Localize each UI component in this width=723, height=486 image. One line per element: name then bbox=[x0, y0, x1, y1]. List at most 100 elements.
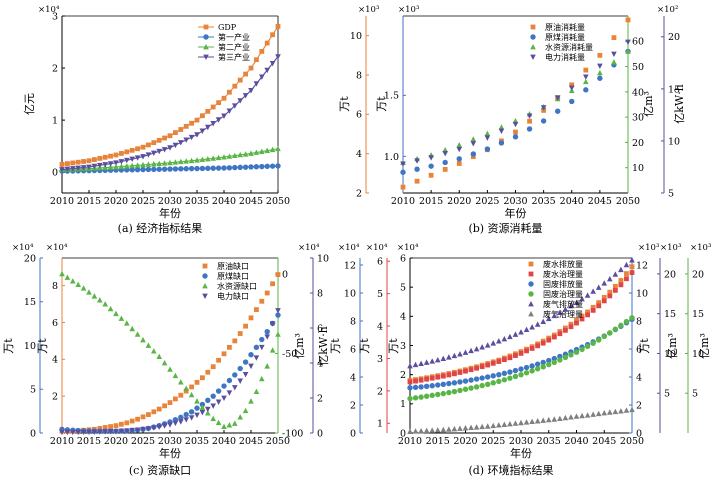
y-tick-label: 10 bbox=[317, 253, 329, 264]
data-point bbox=[551, 416, 558, 422]
data-point bbox=[194, 379, 200, 385]
x-axis-title: 年份 bbox=[159, 446, 181, 460]
data-point bbox=[199, 404, 206, 410]
data-point bbox=[540, 118, 547, 124]
data-point bbox=[97, 297, 103, 303]
data-point bbox=[440, 355, 447, 362]
data-point bbox=[232, 152, 238, 159]
series-电力缺口 bbox=[59, 308, 281, 436]
data-point bbox=[418, 384, 424, 390]
data-point bbox=[64, 429, 71, 436]
y-tick-label: 10 bbox=[24, 341, 36, 352]
legend-label: 废气排放量 bbox=[543, 299, 583, 309]
y-axis-title: 亿kW·h bbox=[673, 84, 686, 124]
data-point bbox=[134, 427, 141, 433]
data-point bbox=[629, 270, 635, 275]
data-point bbox=[590, 411, 596, 417]
x-tick-label: 2035 bbox=[185, 436, 209, 447]
data-point bbox=[242, 93, 249, 99]
x-tick-label: 2030 bbox=[503, 196, 527, 207]
data-point bbox=[91, 293, 98, 299]
y-tick-label: 4 bbox=[377, 321, 383, 332]
x-axis-title: 年份 bbox=[510, 446, 532, 460]
data-point bbox=[232, 83, 238, 89]
data-point bbox=[568, 302, 574, 309]
y-tick-label: 0 bbox=[350, 428, 356, 439]
data-point bbox=[210, 104, 216, 110]
x-tick-label: 2010 bbox=[50, 196, 74, 207]
data-point bbox=[540, 105, 547, 111]
data-point bbox=[451, 388, 458, 395]
data-point bbox=[452, 371, 457, 377]
data-point bbox=[183, 388, 189, 394]
legend-marker bbox=[530, 54, 536, 60]
data-point bbox=[107, 305, 114, 312]
data-point bbox=[597, 69, 603, 76]
data-point bbox=[172, 420, 179, 427]
data-point bbox=[173, 130, 178, 136]
data-point bbox=[275, 272, 281, 277]
data-point bbox=[264, 40, 270, 46]
y-tick-label: 2 bbox=[400, 370, 406, 381]
data-point bbox=[91, 163, 98, 170]
legend-marker bbox=[203, 54, 209, 60]
data-point bbox=[473, 346, 480, 352]
data-point bbox=[205, 410, 211, 416]
panel-caption: (b) 资源消耗量 bbox=[468, 221, 542, 235]
data-point bbox=[183, 123, 189, 129]
data-point bbox=[113, 163, 119, 170]
y-axis-title: 万t bbox=[338, 96, 351, 112]
data-point bbox=[237, 77, 243, 83]
data-point bbox=[479, 344, 485, 350]
data-point bbox=[259, 336, 265, 343]
data-point bbox=[118, 163, 125, 169]
data-point bbox=[210, 415, 216, 422]
data-point bbox=[70, 166, 76, 172]
series-废水排放量 bbox=[407, 264, 635, 383]
data-point bbox=[199, 156, 206, 162]
data-point bbox=[579, 316, 585, 322]
x-tick-label: 2025 bbox=[475, 196, 499, 207]
data-point bbox=[607, 330, 613, 336]
data-point bbox=[601, 410, 608, 416]
legend-marker bbox=[203, 24, 209, 30]
data-point bbox=[140, 414, 146, 420]
data-point bbox=[584, 292, 591, 298]
data-point bbox=[221, 395, 227, 401]
y-tick-label: 20 bbox=[632, 138, 644, 149]
data-point bbox=[113, 310, 119, 317]
data-point bbox=[269, 146, 276, 153]
data-point bbox=[129, 325, 135, 332]
data-point bbox=[129, 162, 135, 169]
data-point bbox=[423, 359, 430, 365]
data-point bbox=[468, 377, 474, 383]
data-point bbox=[243, 323, 248, 329]
data-point bbox=[188, 391, 195, 398]
y-axis-multiplier: ×10³ bbox=[398, 5, 419, 15]
series-第二产业 bbox=[59, 145, 281, 172]
data-point bbox=[254, 57, 259, 63]
data-point bbox=[167, 133, 173, 139]
data-point bbox=[205, 369, 211, 375]
data-point bbox=[161, 423, 168, 429]
data-point bbox=[140, 144, 146, 150]
data-point bbox=[81, 159, 86, 164]
data-point bbox=[484, 135, 491, 141]
data-point bbox=[210, 364, 216, 370]
data-point bbox=[161, 166, 168, 172]
panel-caption: (a) 经济指标结果 bbox=[118, 221, 203, 235]
data-point bbox=[618, 282, 624, 288]
data-point bbox=[418, 360, 424, 366]
data-point bbox=[134, 162, 141, 168]
x-tick-label: 2050 bbox=[616, 196, 640, 207]
y-tick-label: 1.0 bbox=[384, 152, 399, 163]
data-point bbox=[551, 359, 557, 366]
data-point bbox=[574, 320, 579, 326]
data-point bbox=[178, 127, 184, 132]
data-point bbox=[596, 337, 602, 343]
legend-marker bbox=[528, 291, 534, 297]
data-point bbox=[611, 59, 617, 65]
y-axis-title: 亿m³ bbox=[293, 333, 306, 359]
y-tick-label: 6 bbox=[377, 257, 383, 268]
